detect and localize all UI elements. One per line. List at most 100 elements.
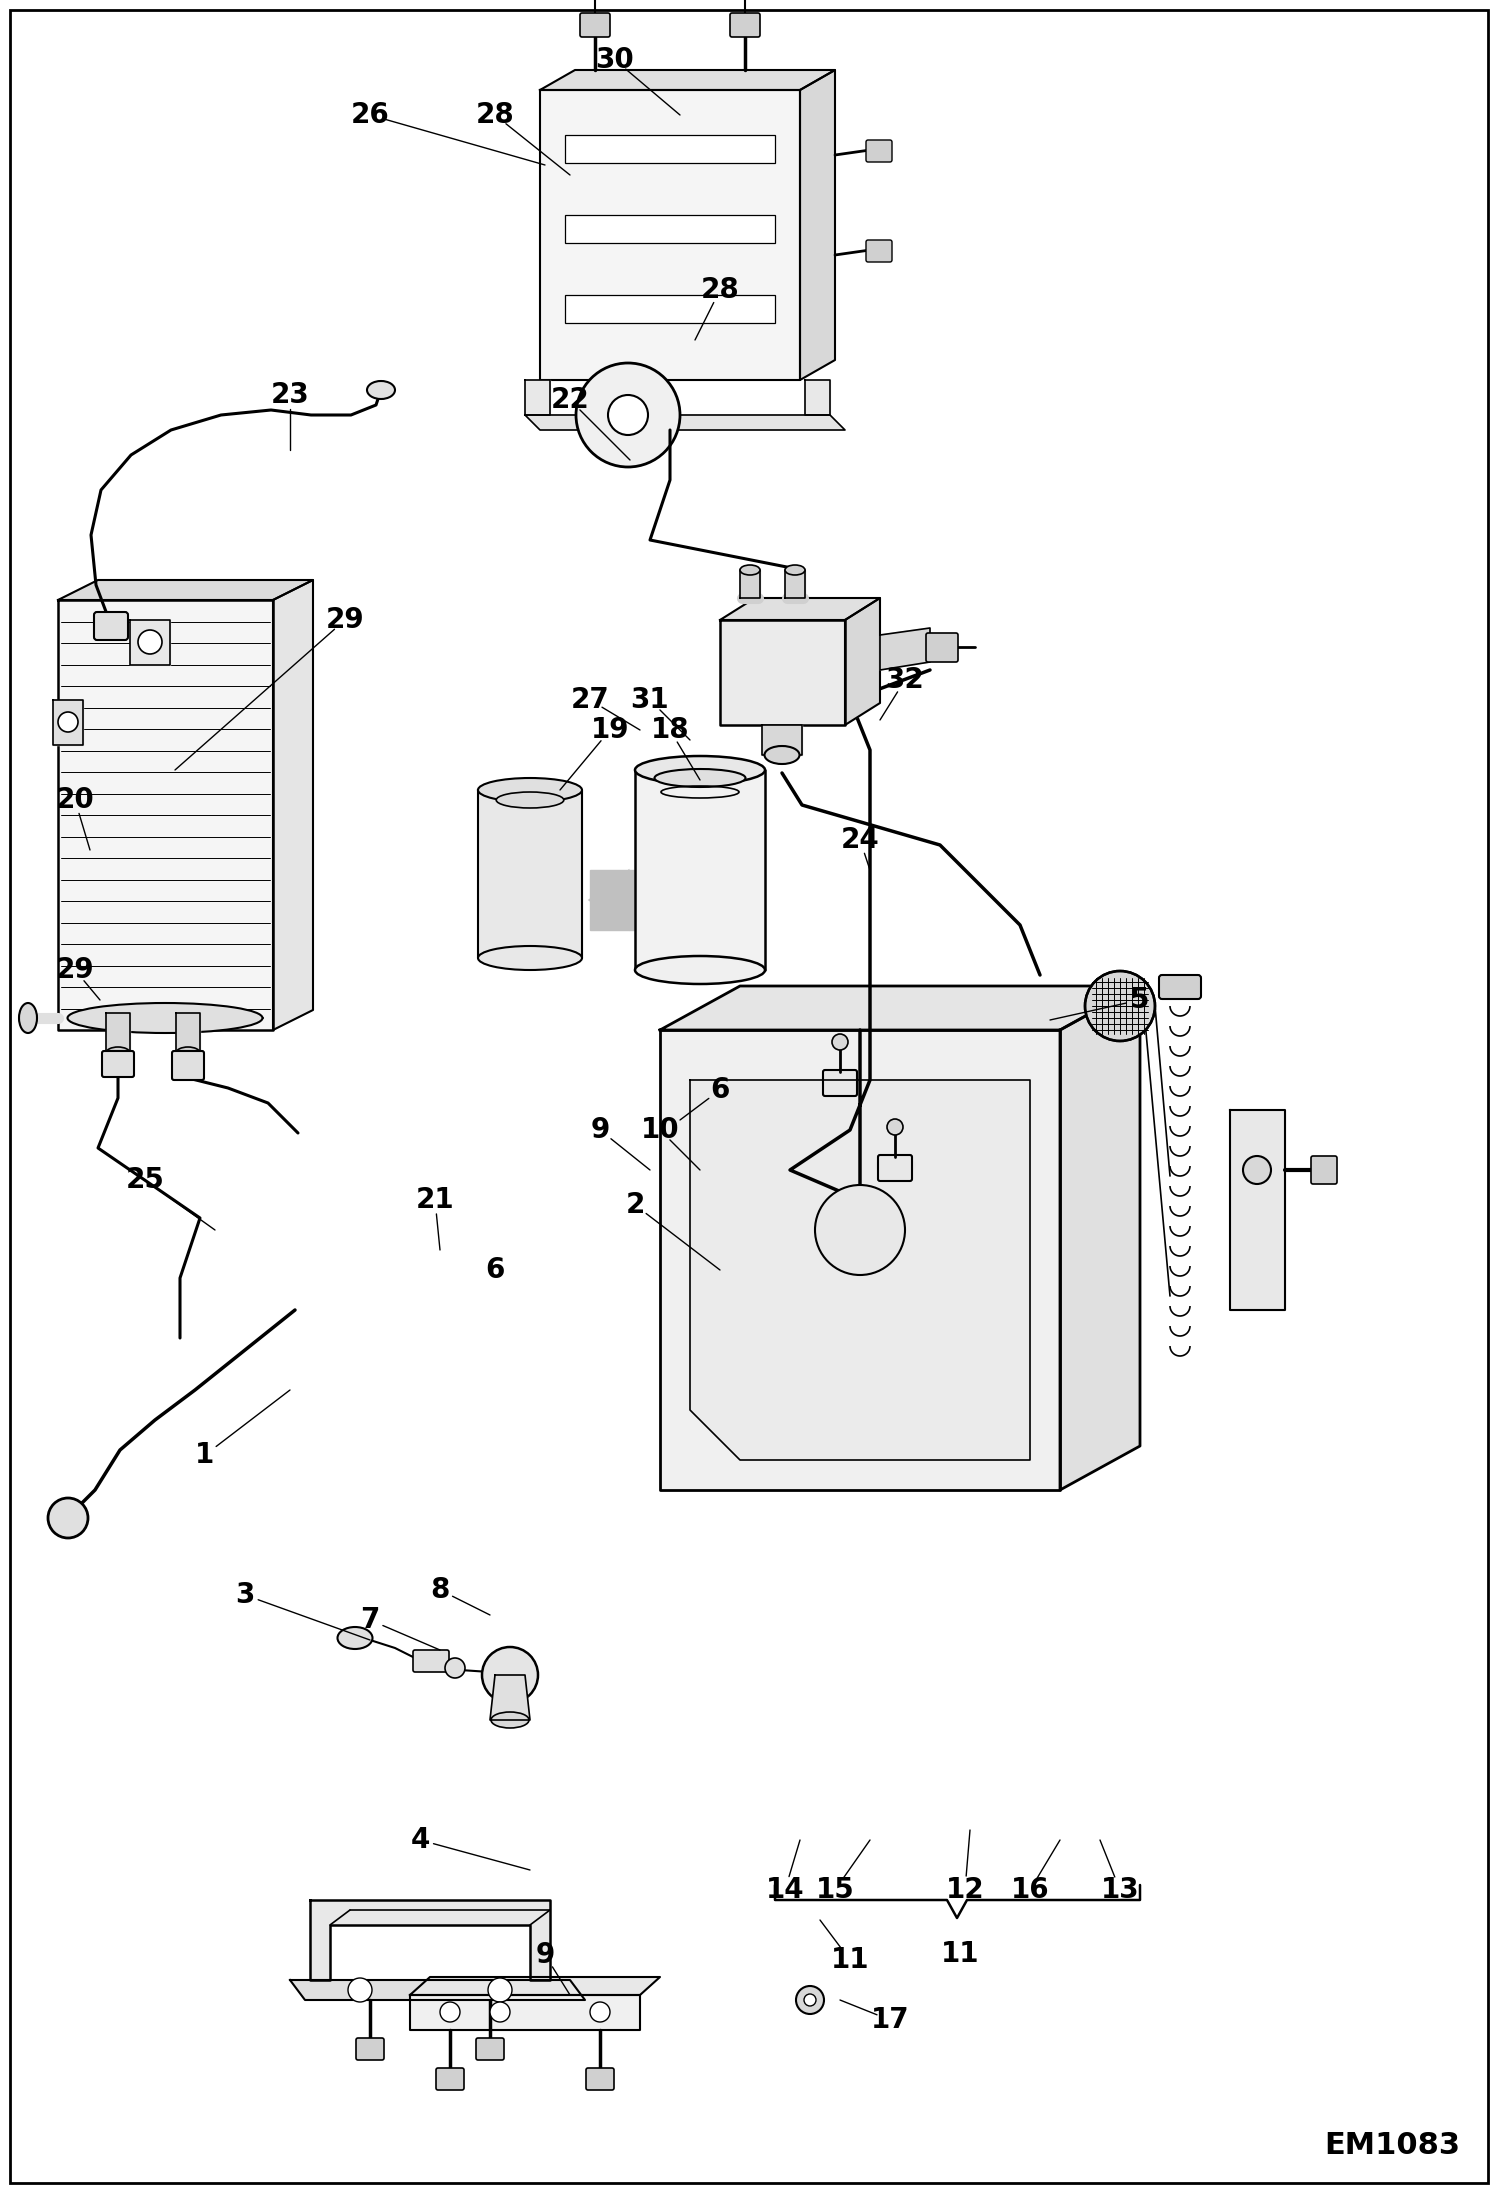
Text: 32: 32 <box>885 667 924 693</box>
Ellipse shape <box>478 945 583 969</box>
FancyBboxPatch shape <box>730 13 759 37</box>
Text: 13: 13 <box>1101 1875 1140 1904</box>
Text: 9: 9 <box>535 1941 554 1969</box>
Circle shape <box>608 395 649 434</box>
Text: 26: 26 <box>351 101 389 129</box>
Circle shape <box>348 1978 372 2002</box>
FancyBboxPatch shape <box>822 1070 857 1096</box>
FancyBboxPatch shape <box>580 13 610 37</box>
FancyBboxPatch shape <box>586 2068 614 2090</box>
Text: EM1083: EM1083 <box>1324 2132 1461 2160</box>
Bar <box>565 215 774 243</box>
Ellipse shape <box>491 1713 529 1728</box>
Circle shape <box>58 713 78 732</box>
Ellipse shape <box>478 779 583 803</box>
Text: 12: 12 <box>945 1875 984 1904</box>
Ellipse shape <box>635 757 765 785</box>
Text: 30: 30 <box>596 46 634 75</box>
Ellipse shape <box>67 1002 262 1033</box>
Polygon shape <box>291 1980 586 2000</box>
Ellipse shape <box>367 382 395 399</box>
Polygon shape <box>740 570 759 599</box>
Polygon shape <box>52 700 82 746</box>
Polygon shape <box>762 726 801 754</box>
Text: 23: 23 <box>271 382 310 410</box>
Text: 29: 29 <box>55 956 94 985</box>
Polygon shape <box>410 1978 661 1996</box>
Ellipse shape <box>106 1046 130 1059</box>
Text: 15: 15 <box>815 1875 854 1904</box>
FancyBboxPatch shape <box>413 1649 449 1671</box>
Ellipse shape <box>19 1002 37 1033</box>
Polygon shape <box>800 70 834 379</box>
Ellipse shape <box>764 746 800 763</box>
Polygon shape <box>785 570 804 599</box>
Circle shape <box>831 1035 848 1050</box>
Polygon shape <box>539 90 800 379</box>
Ellipse shape <box>496 792 563 807</box>
Text: 6: 6 <box>485 1257 505 1283</box>
FancyArrowPatch shape <box>587 868 658 932</box>
Polygon shape <box>490 1675 530 1719</box>
Text: 20: 20 <box>55 785 94 814</box>
Text: 5: 5 <box>1131 987 1150 1013</box>
Bar <box>565 136 774 162</box>
Text: 6: 6 <box>710 1077 730 1103</box>
Ellipse shape <box>635 956 765 985</box>
Polygon shape <box>661 987 1140 1031</box>
Text: 28: 28 <box>476 101 514 129</box>
Circle shape <box>1243 1156 1270 1184</box>
Polygon shape <box>804 379 830 414</box>
FancyBboxPatch shape <box>357 2037 383 2059</box>
Polygon shape <box>721 621 845 726</box>
Text: 11: 11 <box>831 1945 869 1974</box>
Circle shape <box>887 1118 903 1136</box>
Ellipse shape <box>740 566 759 575</box>
Polygon shape <box>539 70 834 90</box>
Text: 17: 17 <box>870 2007 909 2033</box>
Bar <box>565 296 774 322</box>
Polygon shape <box>590 871 650 930</box>
Polygon shape <box>273 579 313 1031</box>
Text: 7: 7 <box>361 1605 379 1634</box>
Text: 4: 4 <box>410 1827 430 1853</box>
FancyBboxPatch shape <box>926 634 959 662</box>
Polygon shape <box>175 1013 201 1053</box>
Text: 29: 29 <box>325 605 364 634</box>
Polygon shape <box>410 1996 640 2031</box>
Text: 22: 22 <box>551 386 589 414</box>
Polygon shape <box>524 379 550 414</box>
Text: 10: 10 <box>641 1116 679 1145</box>
Text: 14: 14 <box>765 1875 804 1904</box>
Text: 1: 1 <box>195 1441 214 1469</box>
Circle shape <box>815 1184 905 1274</box>
Text: 28: 28 <box>701 276 740 305</box>
FancyBboxPatch shape <box>436 2068 464 2090</box>
Text: 19: 19 <box>590 715 629 743</box>
Circle shape <box>490 2002 509 2022</box>
Circle shape <box>482 1647 538 1704</box>
Polygon shape <box>130 621 169 664</box>
Polygon shape <box>310 1899 550 1980</box>
Polygon shape <box>635 770 765 969</box>
Polygon shape <box>58 579 313 601</box>
Circle shape <box>795 1987 824 2013</box>
Polygon shape <box>58 601 273 1031</box>
Circle shape <box>138 629 162 654</box>
Circle shape <box>590 2002 610 2022</box>
Text: 2: 2 <box>625 1191 644 1219</box>
Circle shape <box>577 364 680 467</box>
FancyBboxPatch shape <box>172 1050 204 1079</box>
Polygon shape <box>1230 1110 1285 1309</box>
Circle shape <box>488 1978 512 2002</box>
Circle shape <box>804 1993 816 2007</box>
Text: 31: 31 <box>631 686 670 715</box>
Text: 11: 11 <box>941 1941 980 1967</box>
Ellipse shape <box>175 1046 201 1059</box>
Circle shape <box>48 1498 88 1537</box>
Text: 9: 9 <box>590 1116 610 1145</box>
Text: 25: 25 <box>126 1167 165 1193</box>
Polygon shape <box>661 1031 1061 1489</box>
FancyBboxPatch shape <box>102 1050 133 1077</box>
FancyBboxPatch shape <box>866 239 891 261</box>
